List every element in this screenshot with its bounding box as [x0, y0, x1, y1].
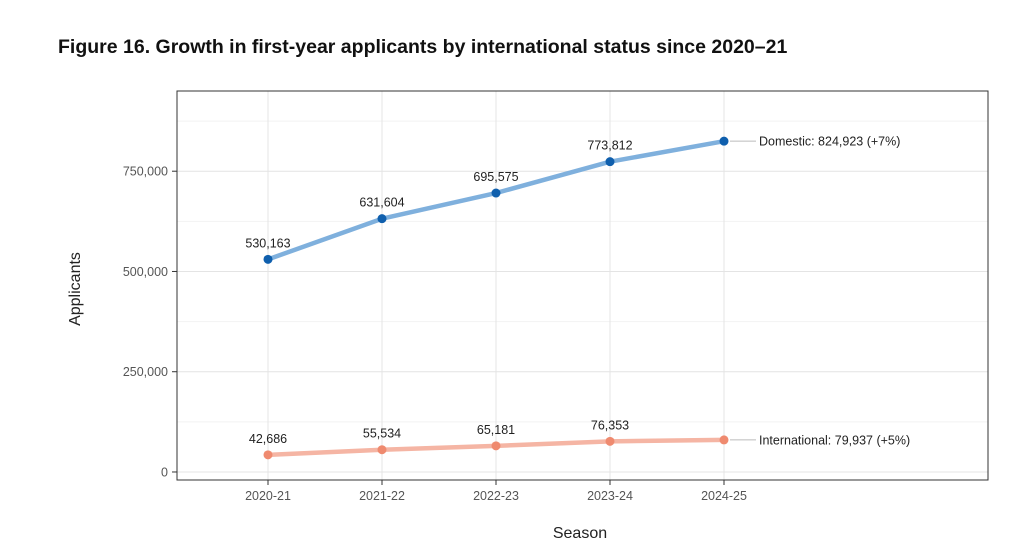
x-tick-label: 2021-22 [359, 489, 405, 503]
y-tick-label: 750,000 [123, 165, 168, 179]
data-point [491, 188, 501, 198]
data-label: 530,163 [245, 236, 290, 250]
y-tick-label: 500,000 [123, 265, 168, 279]
data-point [719, 136, 729, 146]
data-label: 695,575 [473, 170, 518, 184]
x-axis-label: Season [553, 525, 607, 542]
data-point [377, 445, 387, 455]
data-point [605, 157, 615, 167]
data-label: 65,181 [477, 423, 515, 437]
data-label: 631,604 [359, 196, 404, 210]
x-tick-label: 2020-21 [245, 489, 291, 503]
end-label: International: 79,937 (+5%) [759, 433, 910, 447]
data-point [263, 450, 273, 460]
data-label: 773,812 [587, 139, 632, 153]
series-international: 42,686 55,534 65,181 76,353 International: 7… [249, 418, 910, 460]
y-axis-label: Applicants [67, 252, 84, 326]
x-tick-label: 2022-23 [473, 489, 519, 503]
data-label: 76,353 [591, 418, 629, 432]
data-label: 42,686 [249, 432, 287, 446]
data-point [491, 441, 501, 451]
plot-panel [176, 90, 989, 481]
data-point [377, 214, 387, 224]
data-label: 55,534 [363, 427, 401, 441]
data-point [719, 435, 729, 445]
series: 530,163 631,604 695,575 773,812 Domestic: 82… [245, 135, 910, 460]
x-tick-label: 2024-25 [701, 489, 747, 503]
data-point [263, 254, 273, 264]
series-domestic: 530,163 631,604 695,575 773,812 Domestic: 82… [245, 135, 900, 264]
axes: 0 250,000 500,000 750,000 2020-21 2021-22 2022… [123, 165, 747, 503]
y-tick-label: 0 [161, 465, 168, 479]
end-label: Domestic: 824,923 (+7%) [759, 135, 900, 149]
figure-title: Figure 16. Growth in first-year applican… [58, 36, 788, 58]
y-tick-label: 250,000 [123, 365, 168, 379]
grid [177, 91, 988, 480]
data-point [605, 436, 615, 446]
x-tick-label: 2023-24 [587, 489, 633, 503]
